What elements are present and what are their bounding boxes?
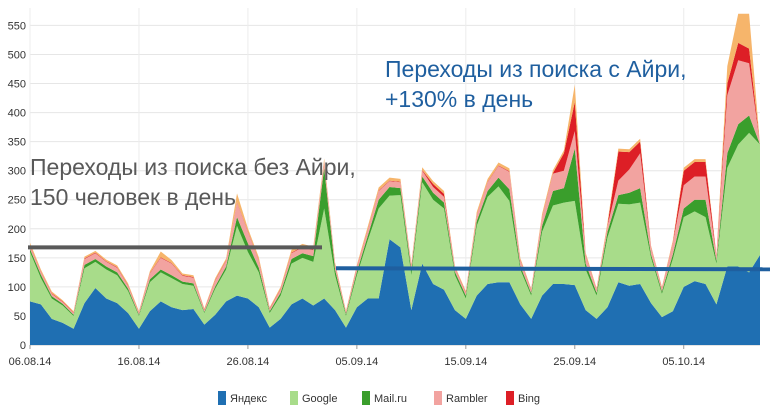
legend-label: Rambler: [446, 393, 488, 405]
legend-label: Яндекс: [230, 393, 267, 405]
y-tick-label: 450: [8, 79, 26, 91]
series-areas: [30, 13, 760, 345]
baseline-increase-line: [335, 266, 770, 272]
y-axis-ticks: 0 50 100 150 200 250 300 350 400 450 500 550: [8, 20, 26, 352]
annotation-without-line1: Переходы из поиска без Айри,: [30, 154, 356, 180]
x-tick-label: 06.08.14: [9, 356, 52, 368]
y-tick-label: 500: [8, 49, 26, 61]
series-area-mail-ru: [30, 115, 760, 316]
y-tick-label: 400: [8, 108, 26, 120]
series-area-яндекс: [30, 239, 760, 345]
y-tick-label: 250: [8, 195, 26, 207]
legend-label: Mail.ru: [374, 393, 407, 405]
y-tick-label: 150: [8, 253, 26, 265]
legend-swatch: [434, 391, 442, 405]
annotation-without-line2: 150 человек в день: [30, 184, 236, 210]
annotation-with-line1: Переходы из поиска с Айри,: [385, 56, 687, 82]
x-tick-label: 15.09.14: [444, 356, 487, 368]
legend-swatch: [506, 391, 514, 405]
x-tick-label: 05.09.14: [335, 356, 378, 368]
y-tick-label: 350: [8, 137, 26, 149]
annotation-with-line2: +130% в день: [385, 86, 533, 112]
x-tick-label: 25.09.14: [553, 356, 596, 368]
legend-swatch: [290, 391, 298, 405]
y-tick-label: 550: [8, 20, 26, 32]
legend-label: Google: [302, 393, 337, 405]
legend-label: Bing: [518, 393, 540, 405]
y-tick-label: 200: [8, 224, 26, 236]
y-tick-label: 0: [20, 340, 26, 352]
y-tick-label: 50: [14, 311, 26, 323]
legend-swatch: [362, 391, 370, 405]
y-tick-label: 300: [8, 166, 26, 178]
x-tick-label: 26.08.14: [226, 356, 269, 368]
y-tick-label: 100: [8, 282, 26, 294]
x-axis-ticks: 06.08.14 16.08.14 26.08.14 05.09.14 15.09.14…: [9, 345, 705, 368]
series-area-google: [30, 132, 760, 329]
legend: Яндекс Google Mail.ru Rambler Bing: [218, 391, 540, 405]
x-tick-label: 05.10.14: [662, 356, 705, 368]
x-tick-label: 16.08.14: [118, 356, 161, 368]
legend-swatch: [218, 391, 226, 405]
